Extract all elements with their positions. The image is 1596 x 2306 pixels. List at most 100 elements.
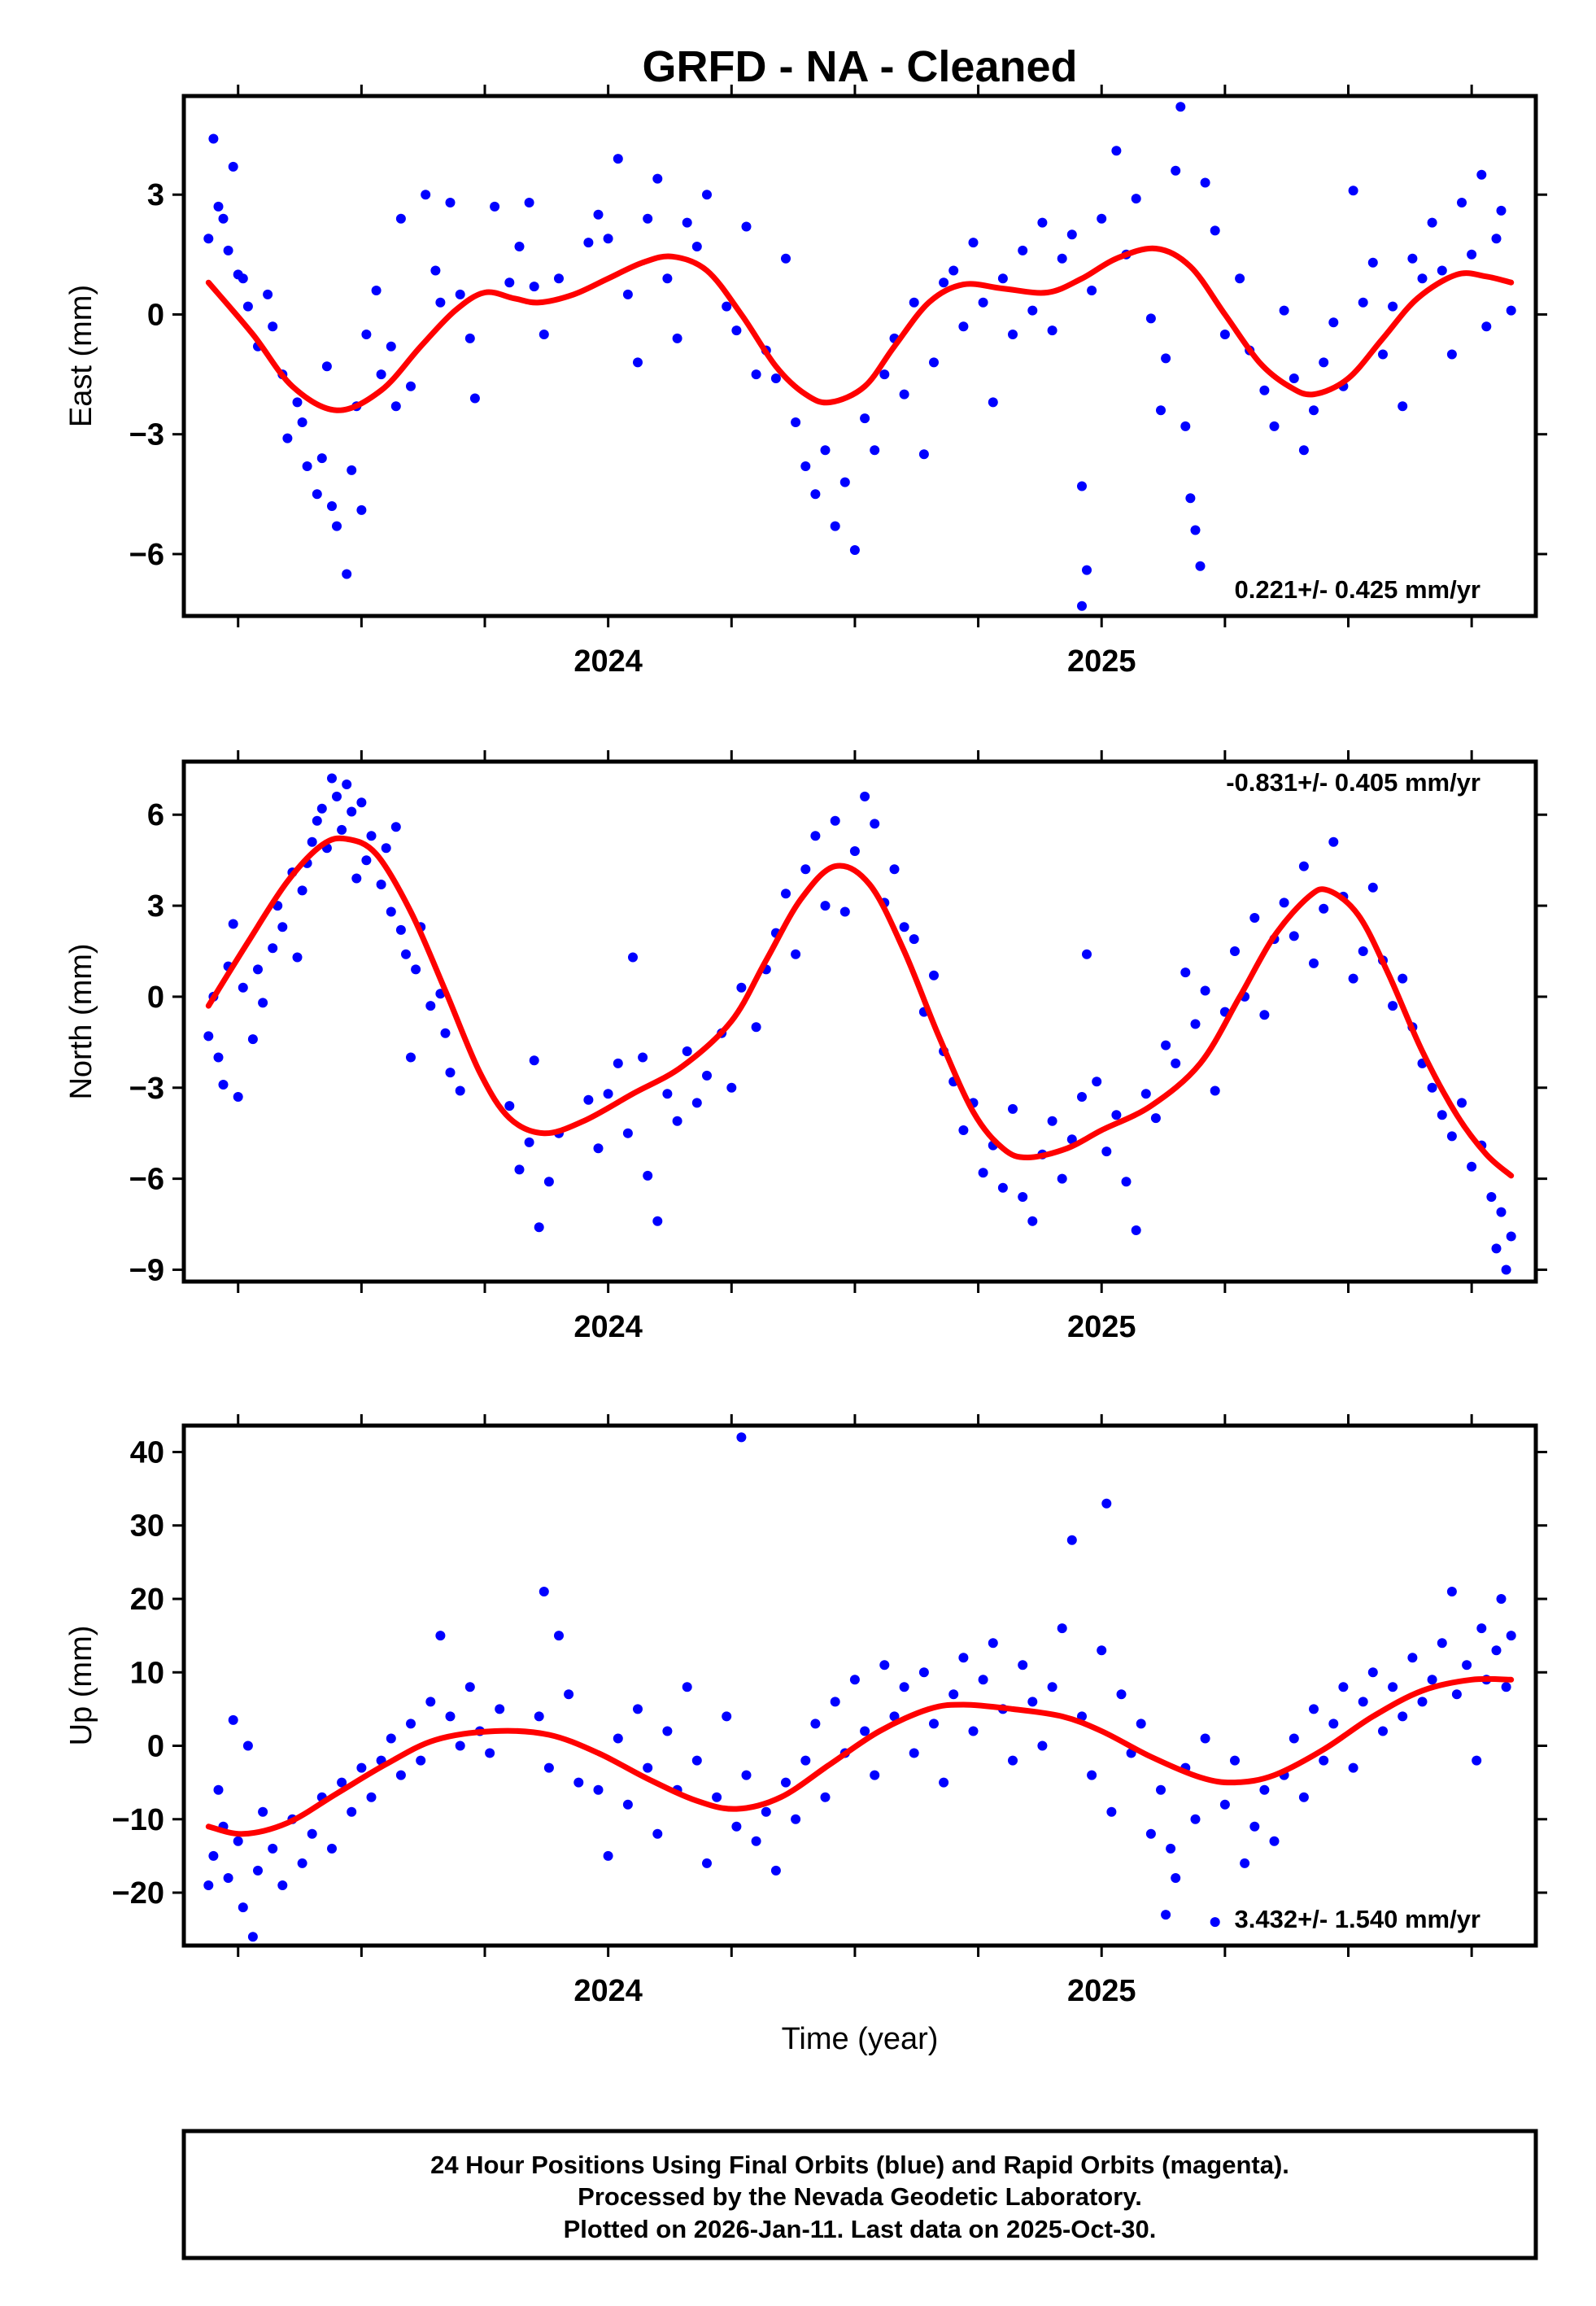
data-point bbox=[238, 982, 248, 993]
data-point bbox=[830, 521, 840, 531]
data-point bbox=[1506, 1231, 1516, 1242]
data-point bbox=[691, 242, 702, 251]
data-point bbox=[1476, 169, 1487, 180]
data-point bbox=[1298, 445, 1309, 456]
data-point bbox=[741, 1770, 752, 1780]
data-point bbox=[440, 1028, 451, 1038]
data-point bbox=[406, 1719, 416, 1729]
data-point bbox=[208, 133, 219, 144]
data-point bbox=[1047, 1116, 1057, 1126]
data-point bbox=[1437, 265, 1447, 276]
data-point bbox=[909, 1748, 919, 1758]
footer-line-1: 24 Hour Positions Using Final Orbits (bl… bbox=[430, 2151, 1289, 2179]
data-point bbox=[1289, 373, 1299, 383]
data-point bbox=[672, 1116, 682, 1126]
data-point bbox=[247, 1932, 258, 1942]
data-point bbox=[1200, 1733, 1210, 1744]
data-point bbox=[1185, 493, 1196, 504]
data-point bbox=[228, 161, 238, 172]
data-point bbox=[327, 1843, 337, 1854]
data-point bbox=[1476, 1623, 1487, 1634]
data-point bbox=[1190, 525, 1201, 535]
data-point bbox=[233, 1836, 243, 1846]
data-point bbox=[988, 397, 998, 408]
data-point bbox=[386, 906, 396, 917]
data-point bbox=[1190, 1814, 1201, 1824]
data-point bbox=[682, 1682, 692, 1692]
data-point bbox=[830, 1697, 840, 1707]
y-tick-label: −6 bbox=[129, 538, 164, 572]
data-point bbox=[514, 1164, 525, 1175]
data-point bbox=[1200, 985, 1210, 996]
data-point bbox=[997, 1182, 1008, 1193]
data-point bbox=[366, 1792, 377, 1802]
data-point bbox=[1008, 330, 1018, 339]
data-point bbox=[1427, 1082, 1437, 1093]
data-point bbox=[1145, 313, 1156, 324]
data-point bbox=[307, 836, 317, 847]
data-point bbox=[218, 1080, 229, 1090]
data-point bbox=[1131, 1225, 1141, 1235]
data-point bbox=[445, 198, 456, 207]
data-point bbox=[1145, 1828, 1156, 1839]
data-point bbox=[390, 401, 401, 412]
data-point bbox=[1037, 217, 1048, 228]
data-point bbox=[1166, 1843, 1176, 1854]
data-point bbox=[1358, 1697, 1368, 1707]
data-point bbox=[731, 325, 742, 336]
data-point bbox=[1156, 1784, 1166, 1795]
data-point bbox=[356, 504, 367, 515]
y-tick-label: 40 bbox=[130, 1435, 164, 1470]
data-point bbox=[870, 1770, 880, 1780]
data-point bbox=[622, 1799, 633, 1810]
data-point bbox=[445, 1068, 456, 1078]
data-point bbox=[791, 949, 801, 959]
y-axis-label: East (mm) bbox=[64, 285, 98, 427]
data-point bbox=[1082, 565, 1092, 575]
data-point bbox=[958, 1653, 969, 1663]
data-point bbox=[751, 369, 761, 380]
data-point bbox=[603, 1850, 613, 1861]
data-point bbox=[622, 1128, 633, 1138]
plot-frame bbox=[181, 1423, 1538, 1948]
data-point bbox=[366, 831, 377, 841]
data-point bbox=[1269, 1836, 1280, 1846]
y-tick-label: −9 bbox=[129, 1253, 164, 1287]
data-point bbox=[386, 341, 396, 352]
data-point bbox=[1171, 1873, 1181, 1883]
data-point bbox=[1259, 1784, 1270, 1795]
velocity-rate-label: 3.432+/- 1.540 mm/yr bbox=[1235, 1905, 1480, 1933]
data-point bbox=[1367, 1667, 1378, 1678]
data-point bbox=[529, 1055, 539, 1066]
data-point bbox=[356, 1762, 367, 1773]
data-point bbox=[948, 265, 959, 276]
data-point bbox=[395, 213, 406, 224]
data-point bbox=[332, 791, 342, 801]
data-point bbox=[702, 1070, 712, 1081]
data-point bbox=[613, 1058, 623, 1068]
data-point bbox=[386, 1733, 396, 1744]
data-point bbox=[1279, 898, 1289, 908]
data-point bbox=[820, 901, 831, 911]
data-point bbox=[455, 1085, 465, 1096]
data-point bbox=[1298, 861, 1309, 871]
data-point bbox=[1388, 1001, 1398, 1011]
data-point bbox=[1457, 198, 1467, 207]
y-axis-label: Up (mm) bbox=[64, 1626, 98, 1746]
data-point bbox=[1087, 286, 1097, 295]
data-point bbox=[810, 489, 821, 500]
data-point bbox=[416, 1755, 426, 1766]
data-point bbox=[1427, 217, 1437, 228]
data-point bbox=[1018, 1660, 1028, 1671]
data-point bbox=[1496, 1594, 1507, 1604]
data-point bbox=[361, 330, 372, 339]
data-point bbox=[810, 1719, 821, 1729]
y-tick-label: −20 bbox=[112, 1876, 164, 1911]
data-point bbox=[268, 321, 278, 332]
data-point bbox=[1097, 1645, 1107, 1656]
data-point bbox=[1037, 1740, 1048, 1751]
data-point bbox=[1219, 330, 1230, 339]
data-point bbox=[800, 864, 811, 875]
y-tick-label: −6 bbox=[129, 1163, 164, 1197]
data-point bbox=[968, 238, 979, 248]
